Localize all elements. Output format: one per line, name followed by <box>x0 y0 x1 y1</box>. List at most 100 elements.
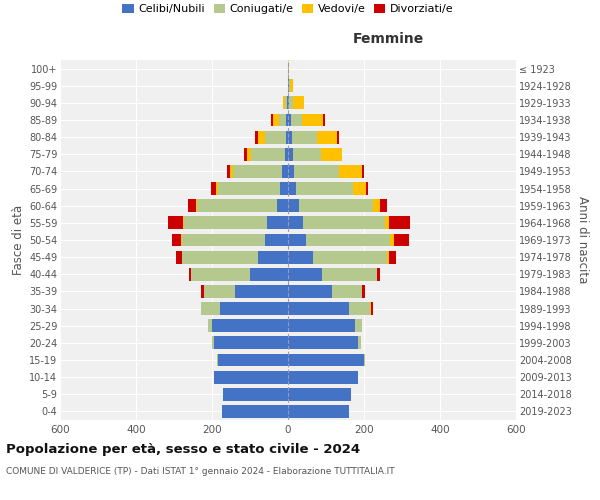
Bar <box>349 302 370 315</box>
Bar <box>214 336 288 349</box>
Bar <box>353 182 366 195</box>
Bar <box>184 216 267 230</box>
Bar <box>250 268 288 280</box>
Bar <box>358 336 361 349</box>
Bar <box>299 200 373 212</box>
Bar <box>296 182 353 195</box>
Bar <box>292 130 317 143</box>
Bar <box>288 148 293 160</box>
Bar <box>288 336 358 349</box>
Bar <box>288 114 291 126</box>
Bar <box>322 268 377 280</box>
Bar <box>355 320 362 332</box>
Bar <box>283 165 288 178</box>
Bar <box>302 114 323 126</box>
Y-axis label: Fasce di età: Fasce di età <box>11 205 25 275</box>
Bar <box>294 165 340 178</box>
Bar <box>196 200 197 212</box>
Bar <box>303 216 385 230</box>
Bar <box>362 165 364 178</box>
Bar <box>257 130 265 143</box>
Bar <box>337 130 340 143</box>
Bar <box>285 148 288 160</box>
Text: Popolazione per età, sesso e stato civile - 2024: Popolazione per età, sesso e stato civil… <box>6 442 360 456</box>
Bar <box>289 80 290 92</box>
Bar <box>321 148 342 160</box>
Bar <box>288 80 289 92</box>
Bar <box>366 182 368 195</box>
Bar <box>288 165 294 178</box>
Legend: Celibi/Nubili, Coniugati/e, Vedovi/e, Divorziati/e: Celibi/Nubili, Coniugati/e, Vedovi/e, Di… <box>118 0 458 18</box>
Bar <box>364 354 365 366</box>
Bar <box>288 354 364 366</box>
Bar <box>288 234 306 246</box>
Bar <box>211 182 216 195</box>
Bar <box>288 182 296 195</box>
Bar <box>197 200 277 212</box>
Bar <box>288 370 358 384</box>
Bar <box>317 130 337 143</box>
Bar <box>212 320 288 332</box>
Bar <box>167 216 183 230</box>
Bar <box>218 354 288 366</box>
Bar <box>216 182 218 195</box>
Bar <box>288 200 299 212</box>
Text: Femmine: Femmine <box>353 32 424 46</box>
Bar <box>257 250 288 264</box>
Bar <box>271 114 273 126</box>
Bar <box>385 216 389 230</box>
Bar <box>387 250 389 264</box>
Bar <box>373 200 380 212</box>
Bar <box>273 114 279 126</box>
Bar <box>280 182 288 195</box>
Bar <box>389 250 395 264</box>
Bar <box>389 216 410 230</box>
Bar <box>251 148 285 160</box>
Bar <box>288 96 289 110</box>
Bar <box>214 370 288 384</box>
Bar <box>172 234 181 246</box>
Bar <box>289 96 293 110</box>
Bar <box>288 268 322 280</box>
Bar <box>189 268 191 280</box>
Bar <box>221 405 288 418</box>
Bar <box>265 234 288 246</box>
Bar <box>288 388 350 400</box>
Bar <box>288 405 349 418</box>
Bar <box>227 165 230 178</box>
Bar <box>265 130 286 143</box>
Bar <box>340 165 362 178</box>
Bar <box>306 234 390 246</box>
Bar <box>202 285 205 298</box>
Bar <box>188 200 196 212</box>
Text: COMUNE DI VALDERICE (TP) - Dati ISTAT 1° gennaio 2024 - Elaborazione TUTTITALIA.: COMUNE DI VALDERICE (TP) - Dati ISTAT 1°… <box>6 468 395 476</box>
Bar <box>279 114 286 126</box>
Y-axis label: Anni di nascita: Anni di nascita <box>576 196 589 284</box>
Bar <box>332 285 362 298</box>
Bar <box>235 285 288 298</box>
Bar <box>220 302 288 315</box>
Bar <box>218 182 280 195</box>
Bar <box>176 250 182 264</box>
Bar <box>283 96 286 110</box>
Bar <box>267 216 288 230</box>
Bar <box>288 302 349 315</box>
Bar <box>183 216 184 230</box>
Bar <box>233 165 283 178</box>
Bar <box>362 285 365 298</box>
Bar <box>254 130 257 143</box>
Bar <box>371 302 373 315</box>
Bar <box>323 114 325 126</box>
Bar <box>182 250 257 264</box>
Bar <box>277 200 288 212</box>
Bar <box>230 165 233 178</box>
Bar <box>286 130 288 143</box>
Bar <box>288 216 303 230</box>
Bar <box>293 96 304 110</box>
Bar <box>212 336 214 349</box>
Bar <box>291 114 302 126</box>
Bar <box>217 354 218 366</box>
Bar <box>390 234 394 246</box>
Bar <box>288 250 313 264</box>
Bar <box>290 80 293 92</box>
